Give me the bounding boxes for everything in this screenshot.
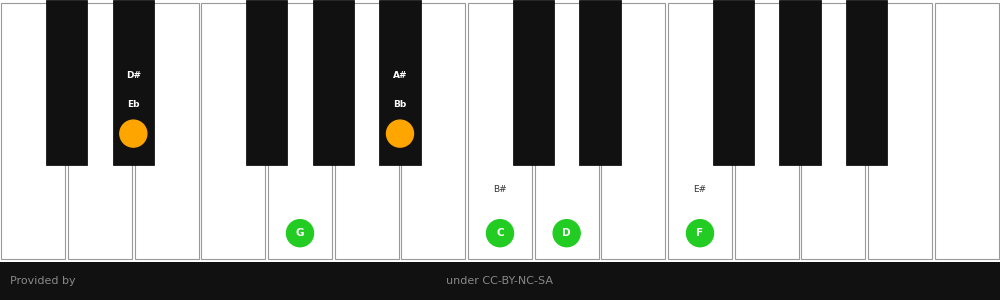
- Bar: [668, 3, 732, 260]
- Bar: [335, 3, 399, 260]
- Text: C: C: [496, 228, 504, 238]
- Bar: [735, 3, 799, 260]
- Bar: [868, 3, 932, 260]
- Bar: [601, 3, 665, 260]
- Text: Bb: Bb: [393, 100, 407, 109]
- Ellipse shape: [487, 220, 514, 247]
- Ellipse shape: [686, 220, 714, 247]
- Bar: [246, 0, 287, 165]
- Bar: [379, 0, 421, 165]
- Bar: [268, 3, 332, 260]
- Bar: [135, 3, 199, 260]
- Text: under CC-BY-NC-SA: under CC-BY-NC-SA: [446, 276, 554, 286]
- Bar: [513, 0, 554, 165]
- Bar: [713, 0, 754, 165]
- Text: G: G: [296, 228, 304, 238]
- Bar: [1, 3, 65, 260]
- Bar: [113, 0, 154, 165]
- Bar: [535, 3, 599, 260]
- Text: Provided by: Provided by: [10, 276, 76, 286]
- Ellipse shape: [553, 220, 580, 247]
- Text: D#: D#: [126, 71, 141, 80]
- Bar: [779, 0, 821, 165]
- Bar: [579, 0, 621, 165]
- Text: E#: E#: [693, 185, 707, 194]
- Bar: [846, 0, 887, 165]
- Text: F: F: [696, 228, 704, 238]
- Ellipse shape: [386, 120, 414, 147]
- Bar: [401, 3, 465, 260]
- Text: A#: A#: [393, 71, 407, 80]
- Ellipse shape: [287, 220, 314, 247]
- Bar: [468, 3, 532, 260]
- Text: B#: B#: [493, 185, 507, 194]
- Text: Eb: Eb: [127, 100, 140, 109]
- Bar: [201, 3, 265, 260]
- Bar: [68, 3, 132, 260]
- Ellipse shape: [120, 120, 147, 147]
- Bar: [935, 3, 999, 260]
- Bar: [801, 3, 865, 260]
- Text: D: D: [562, 228, 571, 238]
- Bar: [313, 0, 354, 165]
- Bar: [46, 0, 87, 165]
